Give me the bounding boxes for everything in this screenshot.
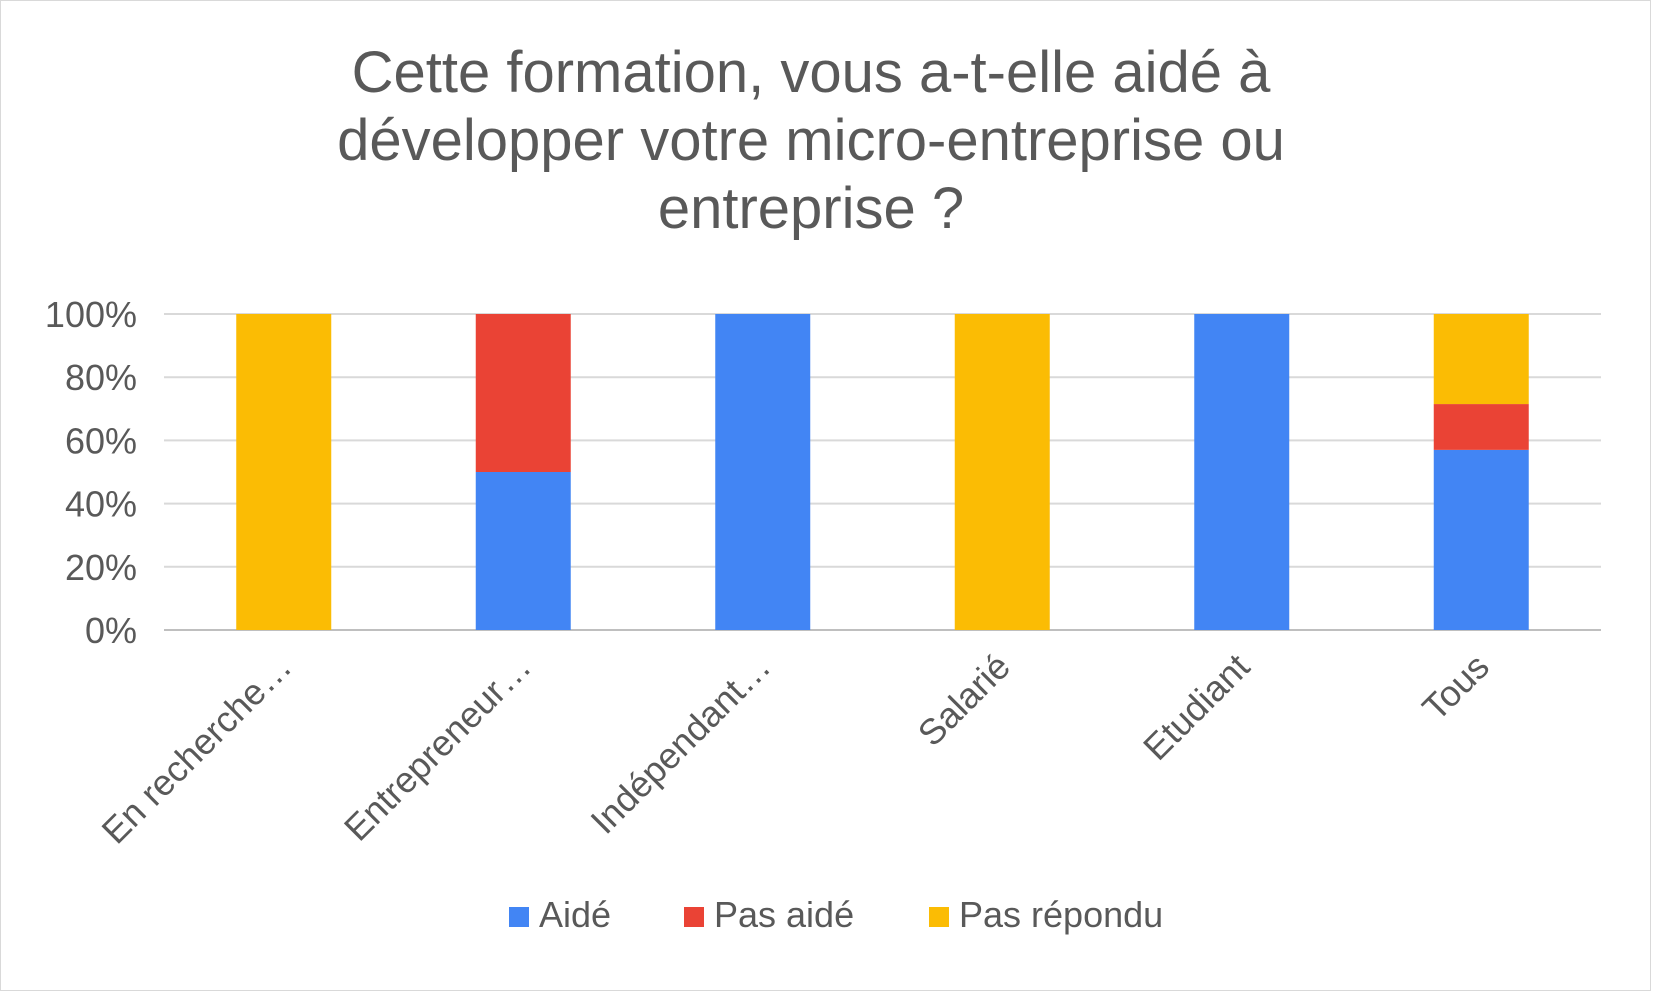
x-tick-label: Entrepreneur…	[336, 646, 539, 849]
legend-label: Pas aidé	[714, 894, 854, 935]
bar-segment	[1433, 314, 1529, 405]
y-tick-label: 80%	[65, 357, 137, 398]
bar-segment	[954, 314, 1050, 630]
y-tick-label: 20%	[65, 547, 137, 588]
bar-segment	[475, 472, 571, 630]
x-tick-label: En recherche…	[94, 646, 300, 852]
legend-label: Aidé	[539, 894, 611, 935]
x-tick-label: Salarié	[910, 646, 1018, 754]
bar-segment	[236, 314, 332, 630]
bar-segment	[1433, 404, 1529, 450]
legend-swatch	[684, 907, 704, 927]
y-tick-label: 100%	[45, 294, 137, 335]
y-tick-label: 40%	[65, 484, 137, 525]
legend-swatch	[509, 907, 529, 927]
bar-segment	[715, 314, 811, 630]
chart-title: Cette formation, vous a-t-elle aidé à dé…	[337, 40, 1285, 241]
bar-segment	[475, 314, 571, 472]
x-tick-label: Etudiant	[1135, 646, 1257, 768]
y-tick-label: 60%	[65, 420, 137, 461]
x-tick-label: Tous	[1414, 646, 1497, 729]
x-tick-label: Indépendant…	[582, 646, 778, 842]
bar-segment	[1194, 314, 1290, 630]
legend-label: Pas répondu	[959, 894, 1163, 935]
bar-segment	[1433, 449, 1529, 630]
legend-swatch	[929, 907, 949, 927]
y-tick-label: 0%	[85, 610, 137, 651]
